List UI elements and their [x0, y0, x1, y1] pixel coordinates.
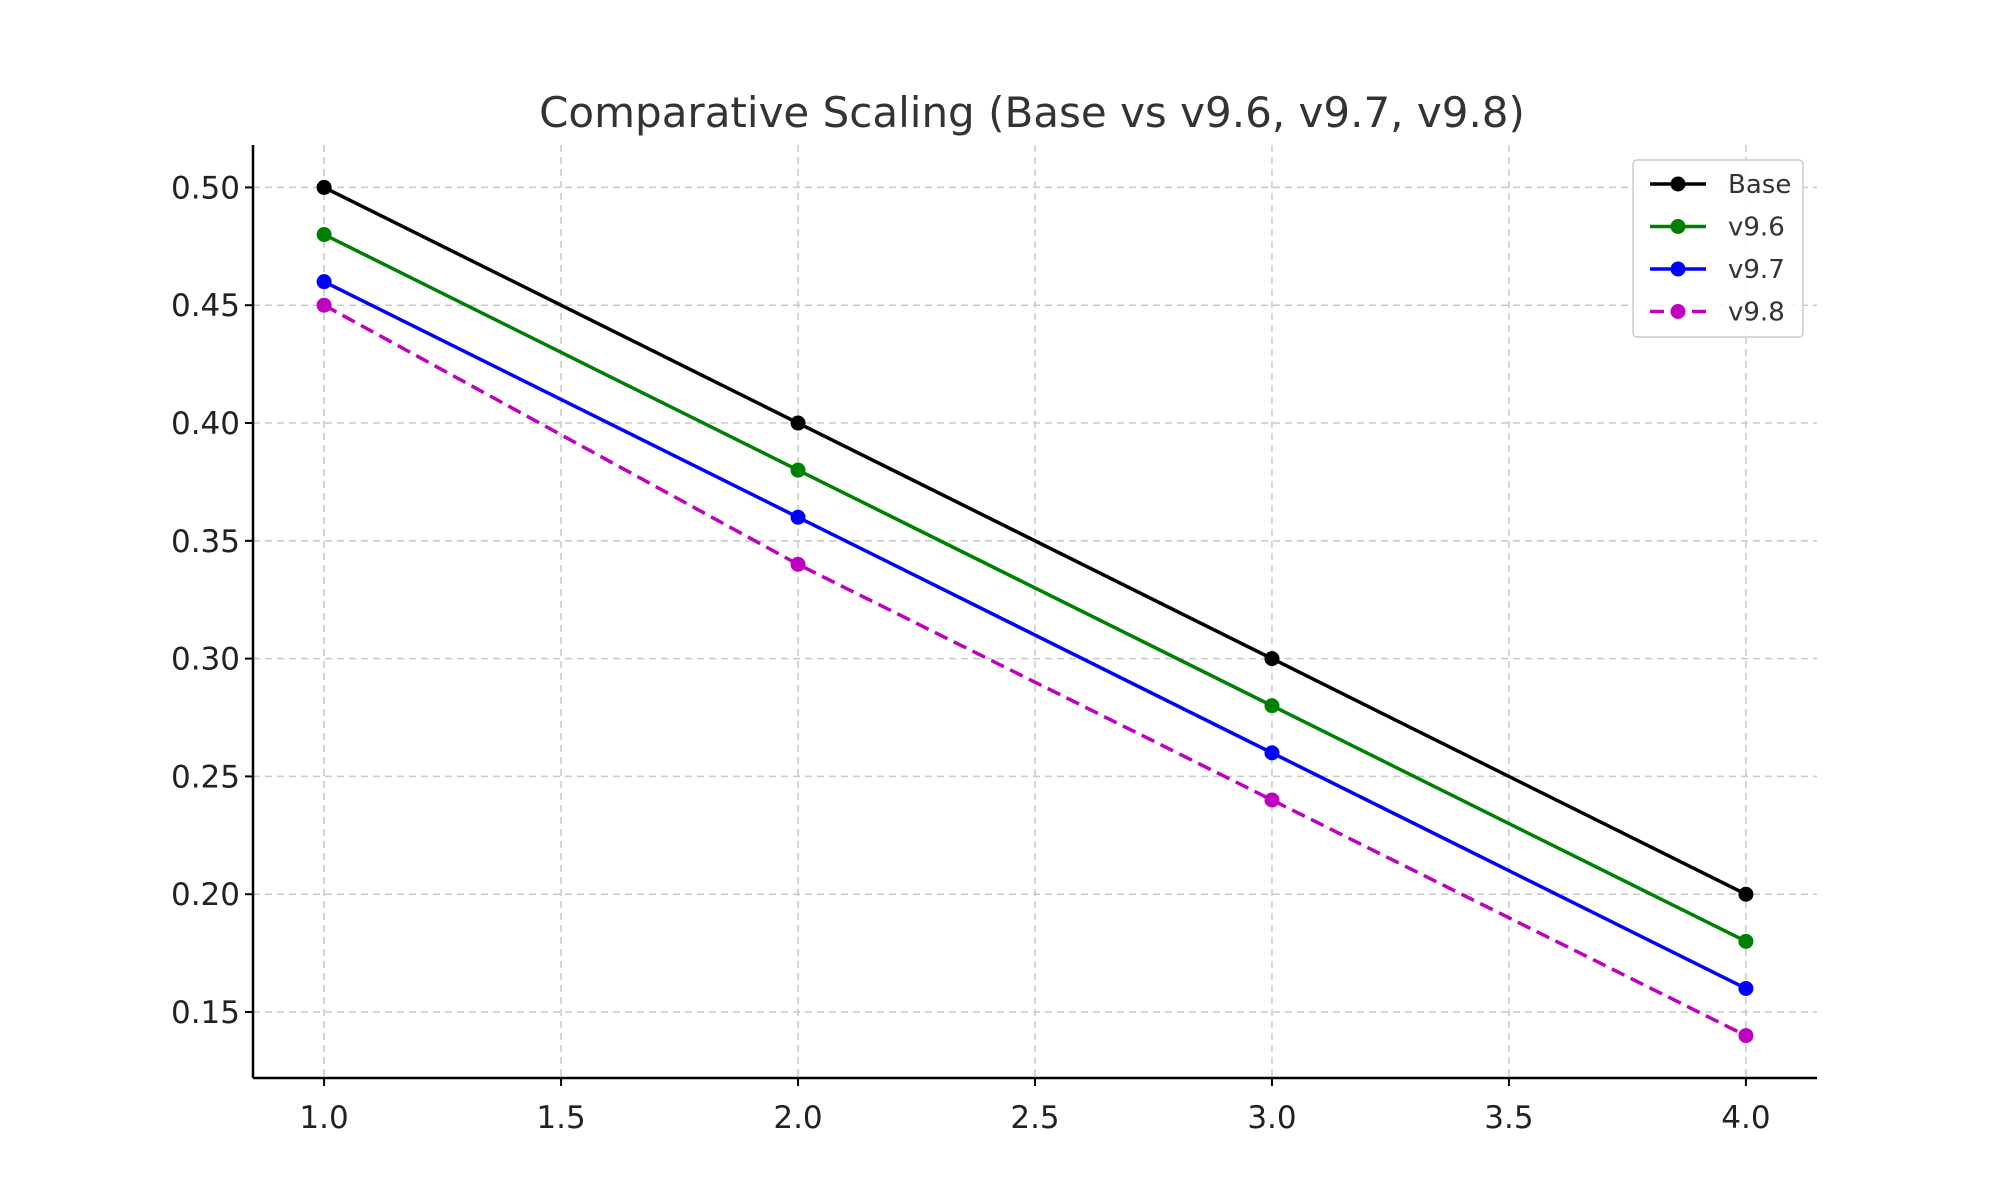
legend-marker — [1670, 261, 1686, 277]
series-line — [323, 185, 1747, 896]
data-point — [316, 297, 332, 313]
legend-entry: v9.7 — [1650, 255, 1785, 285]
y-tick-label: 0.25 — [171, 759, 240, 795]
x-tick-label: 3.0 — [1247, 1100, 1296, 1136]
y-tick-label: 0.40 — [171, 406, 240, 442]
y-tick-label: 0.15 — [171, 995, 240, 1031]
legend-marker — [1670, 219, 1686, 234]
x-tick-label: 3.5 — [1484, 1100, 1533, 1136]
legend-entry: Base — [1650, 170, 1791, 200]
x-axis-ticks: 1.0 1.5 2.0 2.5 3.0 3.5 4.0 — [299, 1078, 1771, 1136]
data-point — [1738, 980, 1754, 996]
x-tick-label: 2.0 — [773, 1100, 822, 1136]
legend-label: Base — [1728, 170, 1791, 200]
legend-marker — [1670, 176, 1686, 192]
data-point — [1264, 745, 1280, 761]
legend-box — [1632, 159, 1804, 338]
y-axis-ticks: 0.15 0.20 0.25 0.30 0.35 0.40 0.45 0.50 — [171, 170, 253, 1031]
data-point — [1738, 1028, 1754, 1044]
x-tick-label: 4.0 — [1721, 1100, 1770, 1136]
y-tick-label: 0.45 — [171, 288, 240, 324]
x-tick-label: 2.5 — [1010, 1100, 1059, 1136]
series-v9-6 — [316, 227, 1754, 949]
data-point — [790, 462, 806, 478]
legend-entry: v9.8 — [1650, 298, 1785, 328]
legend-label: v9.7 — [1728, 255, 1785, 285]
data-point — [316, 227, 332, 243]
series-v9-7 — [316, 274, 1754, 996]
legend: Base v9.6 v9.7 v9.8 — [1632, 159, 1804, 338]
series-v9-8 — [316, 297, 1754, 1044]
y-tick-label: 0.50 — [171, 170, 240, 206]
y-tick-label: 0.20 — [171, 877, 240, 913]
data-point — [1264, 698, 1280, 714]
data-point — [316, 274, 332, 290]
series-lines — [316, 179, 1754, 1044]
series-base — [316, 179, 1754, 902]
y-tick-label: 0.30 — [171, 642, 240, 678]
data-point — [1738, 933, 1754, 949]
series-line — [323, 280, 1747, 991]
legend-label: v9.8 — [1728, 298, 1785, 328]
data-point — [790, 509, 806, 525]
x-tick-label: 1.0 — [299, 1100, 348, 1136]
chart-title: Comparative Scaling (Base vs v9.6, v9.7,… — [539, 88, 1525, 137]
data-point — [1738, 886, 1754, 902]
data-point — [790, 556, 806, 572]
y-tick-label: 0.35 — [171, 524, 240, 560]
data-point — [790, 415, 806, 431]
legend-label: v9.6 — [1728, 213, 1785, 243]
grid-lines — [253, 145, 1817, 1078]
legend-entry: v9.6 — [1650, 213, 1785, 243]
data-point — [316, 179, 332, 195]
series-line — [323, 232, 1747, 943]
legend-marker — [1670, 304, 1686, 319]
data-point — [1264, 792, 1280, 808]
series-line — [323, 303, 1747, 1038]
data-point — [1264, 651, 1280, 667]
x-tick-label: 1.5 — [536, 1100, 585, 1136]
